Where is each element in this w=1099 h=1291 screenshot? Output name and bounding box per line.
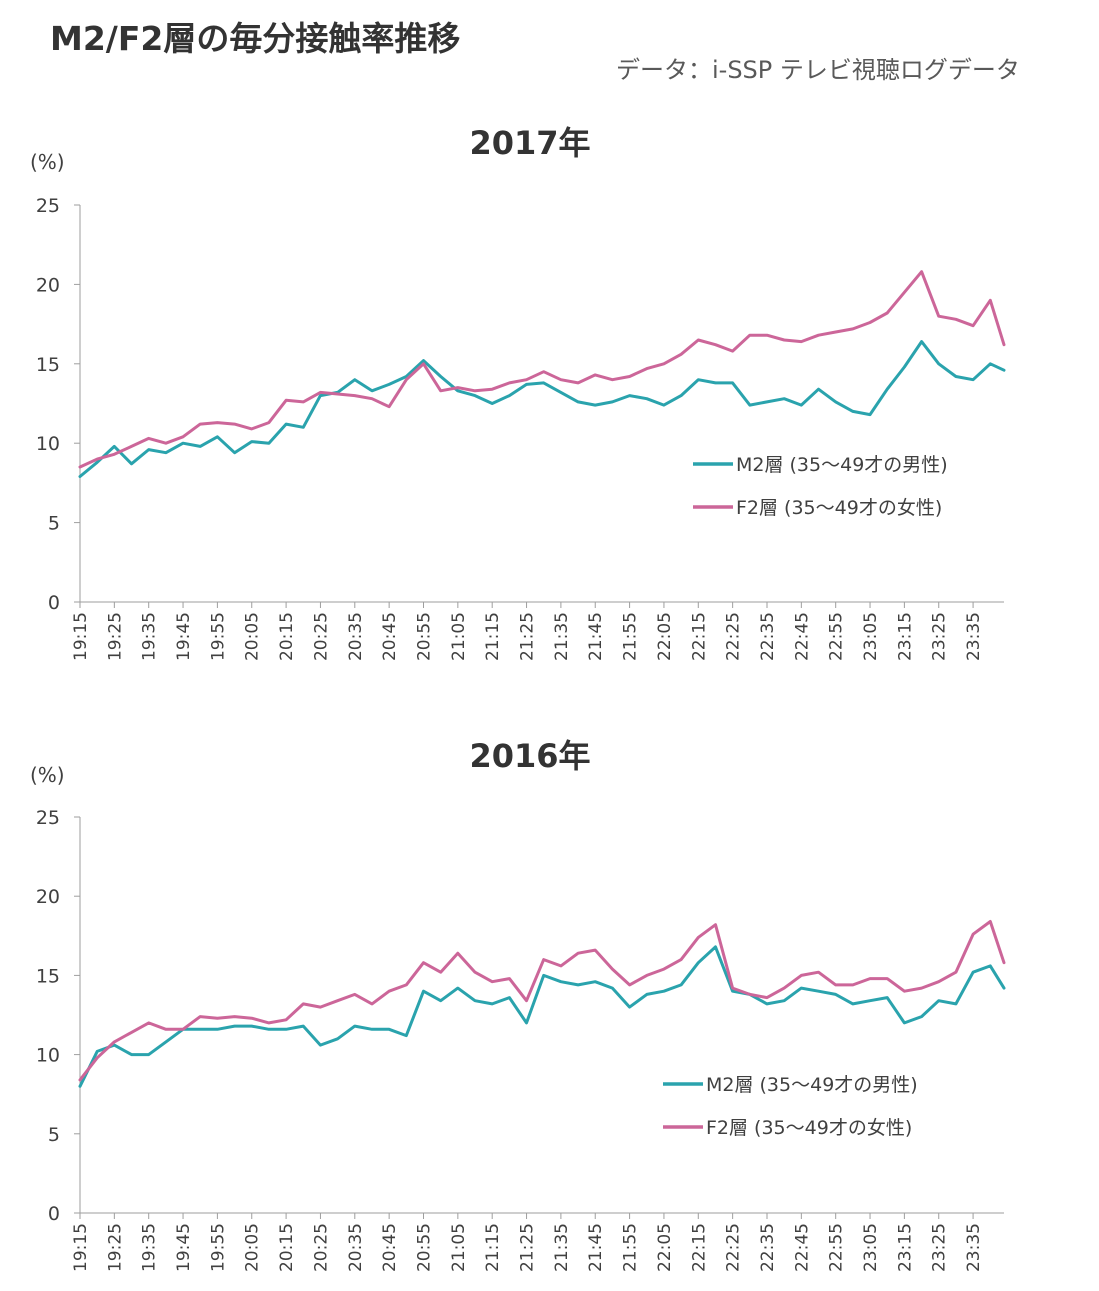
y-tick-label: 15 bbox=[36, 965, 60, 987]
y-tick-label: 10 bbox=[36, 433, 60, 455]
x-tick-label: 22:55 bbox=[827, 612, 847, 661]
data-source-note: データ：i-SSP テレビ視聴ログデータ bbox=[616, 56, 1020, 84]
x-tick-label: 22:25 bbox=[724, 1223, 744, 1272]
x-tick-label: 21:55 bbox=[621, 612, 641, 661]
x-tick-label: 23:05 bbox=[861, 1223, 881, 1272]
x-tick-label: 19:25 bbox=[105, 1223, 125, 1272]
x-tick-label: 21:05 bbox=[449, 1223, 469, 1272]
x-tick-label: 20:45 bbox=[380, 612, 400, 661]
x-tick-label: 19:15 bbox=[71, 1223, 91, 1272]
x-tick-label: 22:45 bbox=[792, 612, 812, 661]
x-tick-label: 22:25 bbox=[724, 612, 744, 661]
x-tick-label: 21:25 bbox=[518, 612, 538, 661]
x-tick-label: 20:05 bbox=[243, 612, 263, 661]
y-tick-label: 25 bbox=[36, 807, 60, 829]
x-tick-label: 19:55 bbox=[208, 1223, 228, 1272]
legend-label-f2: F2層 (35～49才の女性) bbox=[706, 1117, 912, 1139]
y-tick-label: 10 bbox=[36, 1045, 60, 1067]
x-tick-label: 19:15 bbox=[71, 612, 91, 661]
x-tick-label: 19:35 bbox=[140, 1223, 160, 1272]
x-tick-label: 23:25 bbox=[930, 612, 950, 661]
x-tick-label: 20:15 bbox=[277, 1223, 297, 1272]
y-tick-label: 0 bbox=[48, 1203, 60, 1225]
page-title: M2/F2層の毎分接触率推移 bbox=[50, 19, 461, 58]
x-tick-label: 21:15 bbox=[483, 1223, 503, 1272]
legend-label-m2: M2層 (35～49才の男性) bbox=[736, 454, 948, 476]
x-tick-label: 23:35 bbox=[964, 612, 984, 661]
x-tick-label: 21:35 bbox=[552, 612, 572, 661]
series-line-f2 bbox=[78, 920, 1006, 1082]
x-tick-label: 22:05 bbox=[655, 612, 675, 661]
line-chart-2017: 0 5 10 15 20 25 19:15 19:25 19:35 19:45 19:55 20:05… bbox=[36, 195, 1006, 661]
x-tick-label: 19:55 bbox=[208, 612, 228, 661]
x-tick-label: 21:25 bbox=[518, 1223, 538, 1272]
x-tick-label: 19:45 bbox=[174, 1223, 194, 1272]
series-line-m2 bbox=[78, 945, 1006, 1088]
x-tick-label: 19:35 bbox=[140, 612, 160, 661]
x-tick-label: 22:45 bbox=[792, 1223, 812, 1272]
x-tick-label: 22:15 bbox=[689, 1223, 709, 1272]
x-tick-label: 22:35 bbox=[758, 612, 778, 661]
y-tick-label: 20 bbox=[36, 274, 60, 296]
x-tick-label: 23:15 bbox=[895, 612, 915, 661]
chart-title-2016: 2016年 bbox=[469, 737, 591, 775]
x-tick-label: 23:05 bbox=[861, 612, 881, 661]
y-tick-label: 25 bbox=[36, 195, 60, 217]
x-tick-label: 20:25 bbox=[311, 612, 331, 661]
x-tick-label: 21:35 bbox=[552, 1223, 572, 1272]
chart-title-2017: 2017年 bbox=[469, 124, 591, 162]
x-tick-label: 20:55 bbox=[414, 612, 434, 661]
x-tick-label: 20:45 bbox=[380, 1223, 400, 1272]
x-tick-label: 21:05 bbox=[449, 612, 469, 661]
x-tick-label: 22:35 bbox=[758, 1223, 778, 1272]
legend-label-m2: M2層 (35～49才の男性) bbox=[706, 1074, 918, 1096]
x-tick-label: 21:45 bbox=[586, 1223, 606, 1272]
x-tick-label: 19:45 bbox=[174, 612, 194, 661]
x-tick-label: 22:55 bbox=[827, 1223, 847, 1272]
x-tick-label: 20:35 bbox=[346, 1223, 366, 1272]
x-tick-label: 20:05 bbox=[243, 1223, 263, 1272]
series-line-f2 bbox=[78, 270, 1006, 469]
x-tick-label: 21:55 bbox=[621, 1223, 641, 1272]
series-line-m2 bbox=[78, 340, 1006, 478]
x-tick-label: 21:15 bbox=[483, 612, 503, 661]
legend-label-f2: F2層 (35～49才の女性) bbox=[736, 497, 942, 519]
y-unit-label-2016: (%) bbox=[30, 763, 65, 787]
x-tick-label: 20:35 bbox=[346, 612, 366, 661]
x-tick-label: 20:15 bbox=[277, 612, 297, 661]
x-tick-label: 23:15 bbox=[895, 1223, 915, 1272]
x-tick-label: 21:45 bbox=[586, 612, 606, 661]
x-tick-label: 23:25 bbox=[930, 1223, 950, 1272]
x-tick-label: 23:35 bbox=[964, 1223, 984, 1272]
x-tick-label: 20:25 bbox=[311, 1223, 331, 1272]
y-tick-label: 5 bbox=[48, 1124, 60, 1146]
x-tick-label: 20:55 bbox=[414, 1223, 434, 1272]
x-tick-label: 19:25 bbox=[105, 612, 125, 661]
y-tick-label: 5 bbox=[48, 513, 60, 535]
line-chart-2016: 0 5 10 15 20 25 19:15 19:25 19:35 19:45 19:55 20:05… bbox=[36, 807, 1006, 1272]
y-unit-label-2017: (%) bbox=[30, 150, 65, 174]
y-tick-label: 15 bbox=[36, 354, 60, 376]
x-tick-label: 22:15 bbox=[689, 612, 709, 661]
x-tick-label: 22:05 bbox=[655, 1223, 675, 1272]
y-tick-label: 20 bbox=[36, 886, 60, 908]
y-tick-label: 0 bbox=[48, 592, 60, 614]
